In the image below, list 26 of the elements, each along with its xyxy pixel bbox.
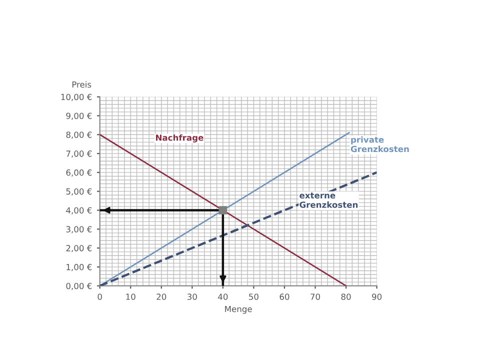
y-tick-label: 6,00 € [66, 169, 92, 177]
x-tick-label: 70 [310, 294, 320, 300]
y-tick-label: 4,00 € [66, 207, 92, 214]
y-tick-label: 9,00 € [66, 112, 92, 120]
series-label: private Grenzkosten [350, 136, 409, 152]
x-tick-label: 60 [280, 294, 290, 300]
y-tick-label: 0,00 € [66, 282, 92, 290]
x-tick-label: 80 [341, 294, 351, 300]
y-tick-label: 7,00 € [66, 150, 92, 158]
text: Nachfrage [156, 134, 204, 142]
x-tick-label: 40 [218, 294, 228, 300]
y-tick-label: 1,00 € [66, 264, 92, 272]
y-tick-label: 8,00 € [66, 132, 92, 139]
x-tick-label: 20 [156, 294, 166, 300]
series-label: externe Grenzkosten [300, 192, 358, 208]
y-axis-title: Preis [72, 81, 92, 88]
x-tick-label: 0 [98, 294, 102, 300]
x-tick-label: 90 [372, 294, 382, 300]
y-tick-label: 10,00 € [61, 94, 92, 101]
y-tick-label: 5,00 € [66, 188, 92, 196]
y-tick-label: 3,00 € [66, 226, 92, 234]
x-tick-label: 30 [187, 294, 197, 300]
x-tick-label: 50 [249, 294, 258, 300]
y-tick-label: 2,00 € [66, 245, 92, 252]
x-tick-label: 10 [126, 294, 136, 300]
x-axis-title: Menge [225, 306, 252, 314]
